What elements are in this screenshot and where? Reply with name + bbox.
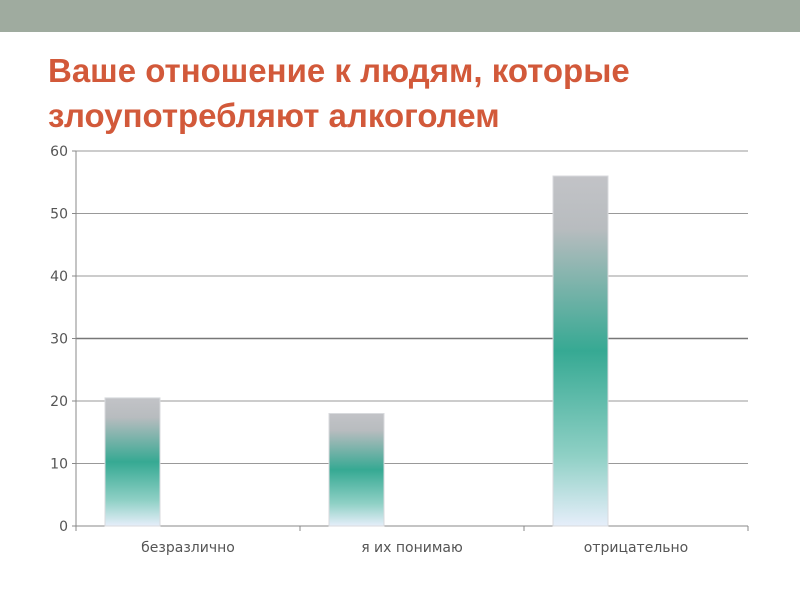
top-banner — [0, 0, 800, 32]
y-tick-label: 30 — [50, 332, 68, 348]
slide-title: Ваше отношение к людям, которые злоупотр… — [48, 52, 630, 134]
y-tick-label: 40 — [50, 269, 68, 285]
bar — [328, 413, 385, 527]
bar — [552, 175, 609, 527]
bar — [104, 397, 161, 527]
y-tick-label: 20 — [50, 394, 68, 410]
x-tick-label: я их понимаю — [361, 540, 463, 556]
x-tick-label: безразлично — [141, 540, 235, 556]
y-tick-label: 10 — [50, 457, 68, 473]
y-tick-label: 50 — [50, 207, 68, 223]
x-tick-label: отрицательно — [584, 540, 689, 556]
y-tick-label: 0 — [59, 519, 68, 535]
y-tick-label: 60 — [50, 144, 68, 160]
